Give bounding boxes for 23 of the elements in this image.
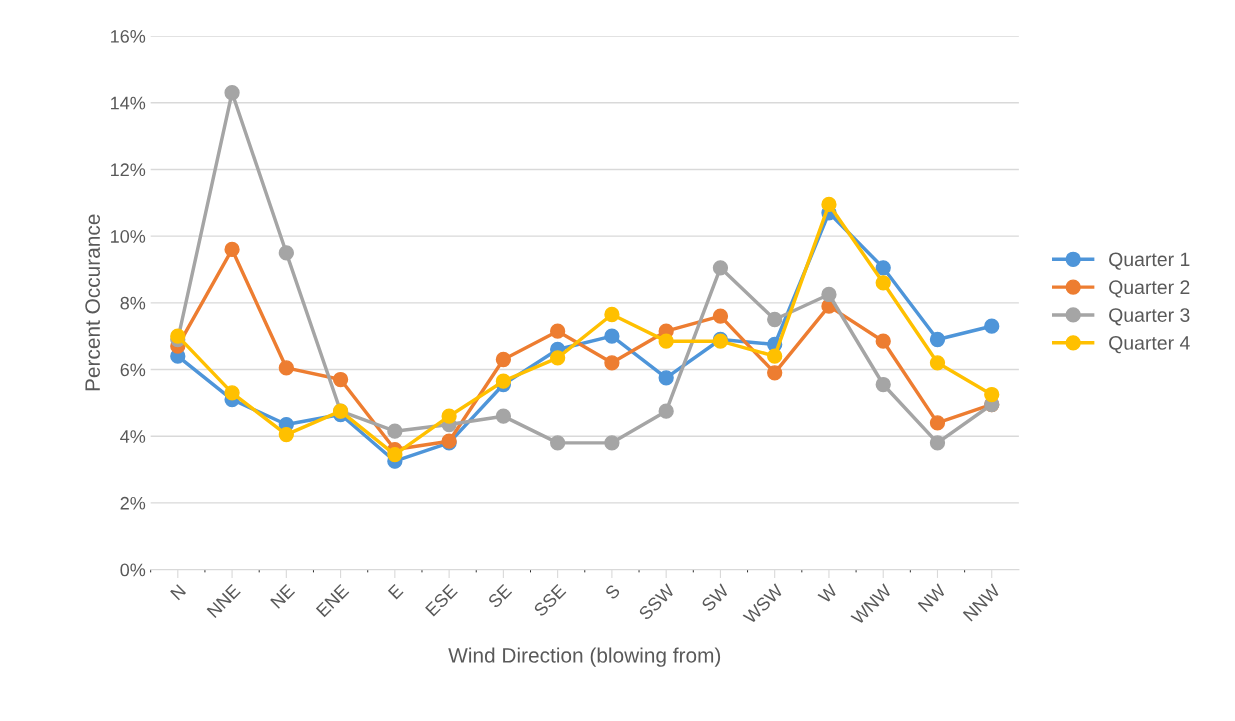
y-axis-title: Percent Occurance xyxy=(85,214,100,391)
y-tick-label: 0% xyxy=(120,563,146,577)
x-tick-label: S xyxy=(604,583,621,601)
y-tick-label: 4% xyxy=(120,430,146,443)
y-tick-label: 8% xyxy=(120,296,146,310)
legend-label: Quarter 2 xyxy=(1109,280,1190,298)
x-tick-label: E xyxy=(387,583,404,600)
y-tick-label: 16% xyxy=(111,29,146,43)
x-tick-label: NW xyxy=(917,583,947,613)
y-tick-label: 6% xyxy=(120,363,146,377)
x-axis-title: Wind Direction (blowing from) xyxy=(448,647,721,667)
x-tick-label: SW xyxy=(700,583,730,613)
legend-label: Quarter 1 xyxy=(1109,252,1190,270)
legend-label: Quarter 3 xyxy=(1109,308,1190,326)
x-tick-label: W xyxy=(817,583,839,605)
y-tick-label: 2% xyxy=(120,496,146,510)
legend-label: Quarter 4 xyxy=(1109,336,1190,354)
y-tick-label: 10% xyxy=(111,230,146,243)
x-tick-label: NE xyxy=(270,583,296,609)
x-tick-label: SE xyxy=(487,583,513,609)
y-tick-label: 14% xyxy=(111,96,146,110)
x-tick-label: N xyxy=(170,584,187,601)
y-tick-label: 12% xyxy=(111,163,146,177)
